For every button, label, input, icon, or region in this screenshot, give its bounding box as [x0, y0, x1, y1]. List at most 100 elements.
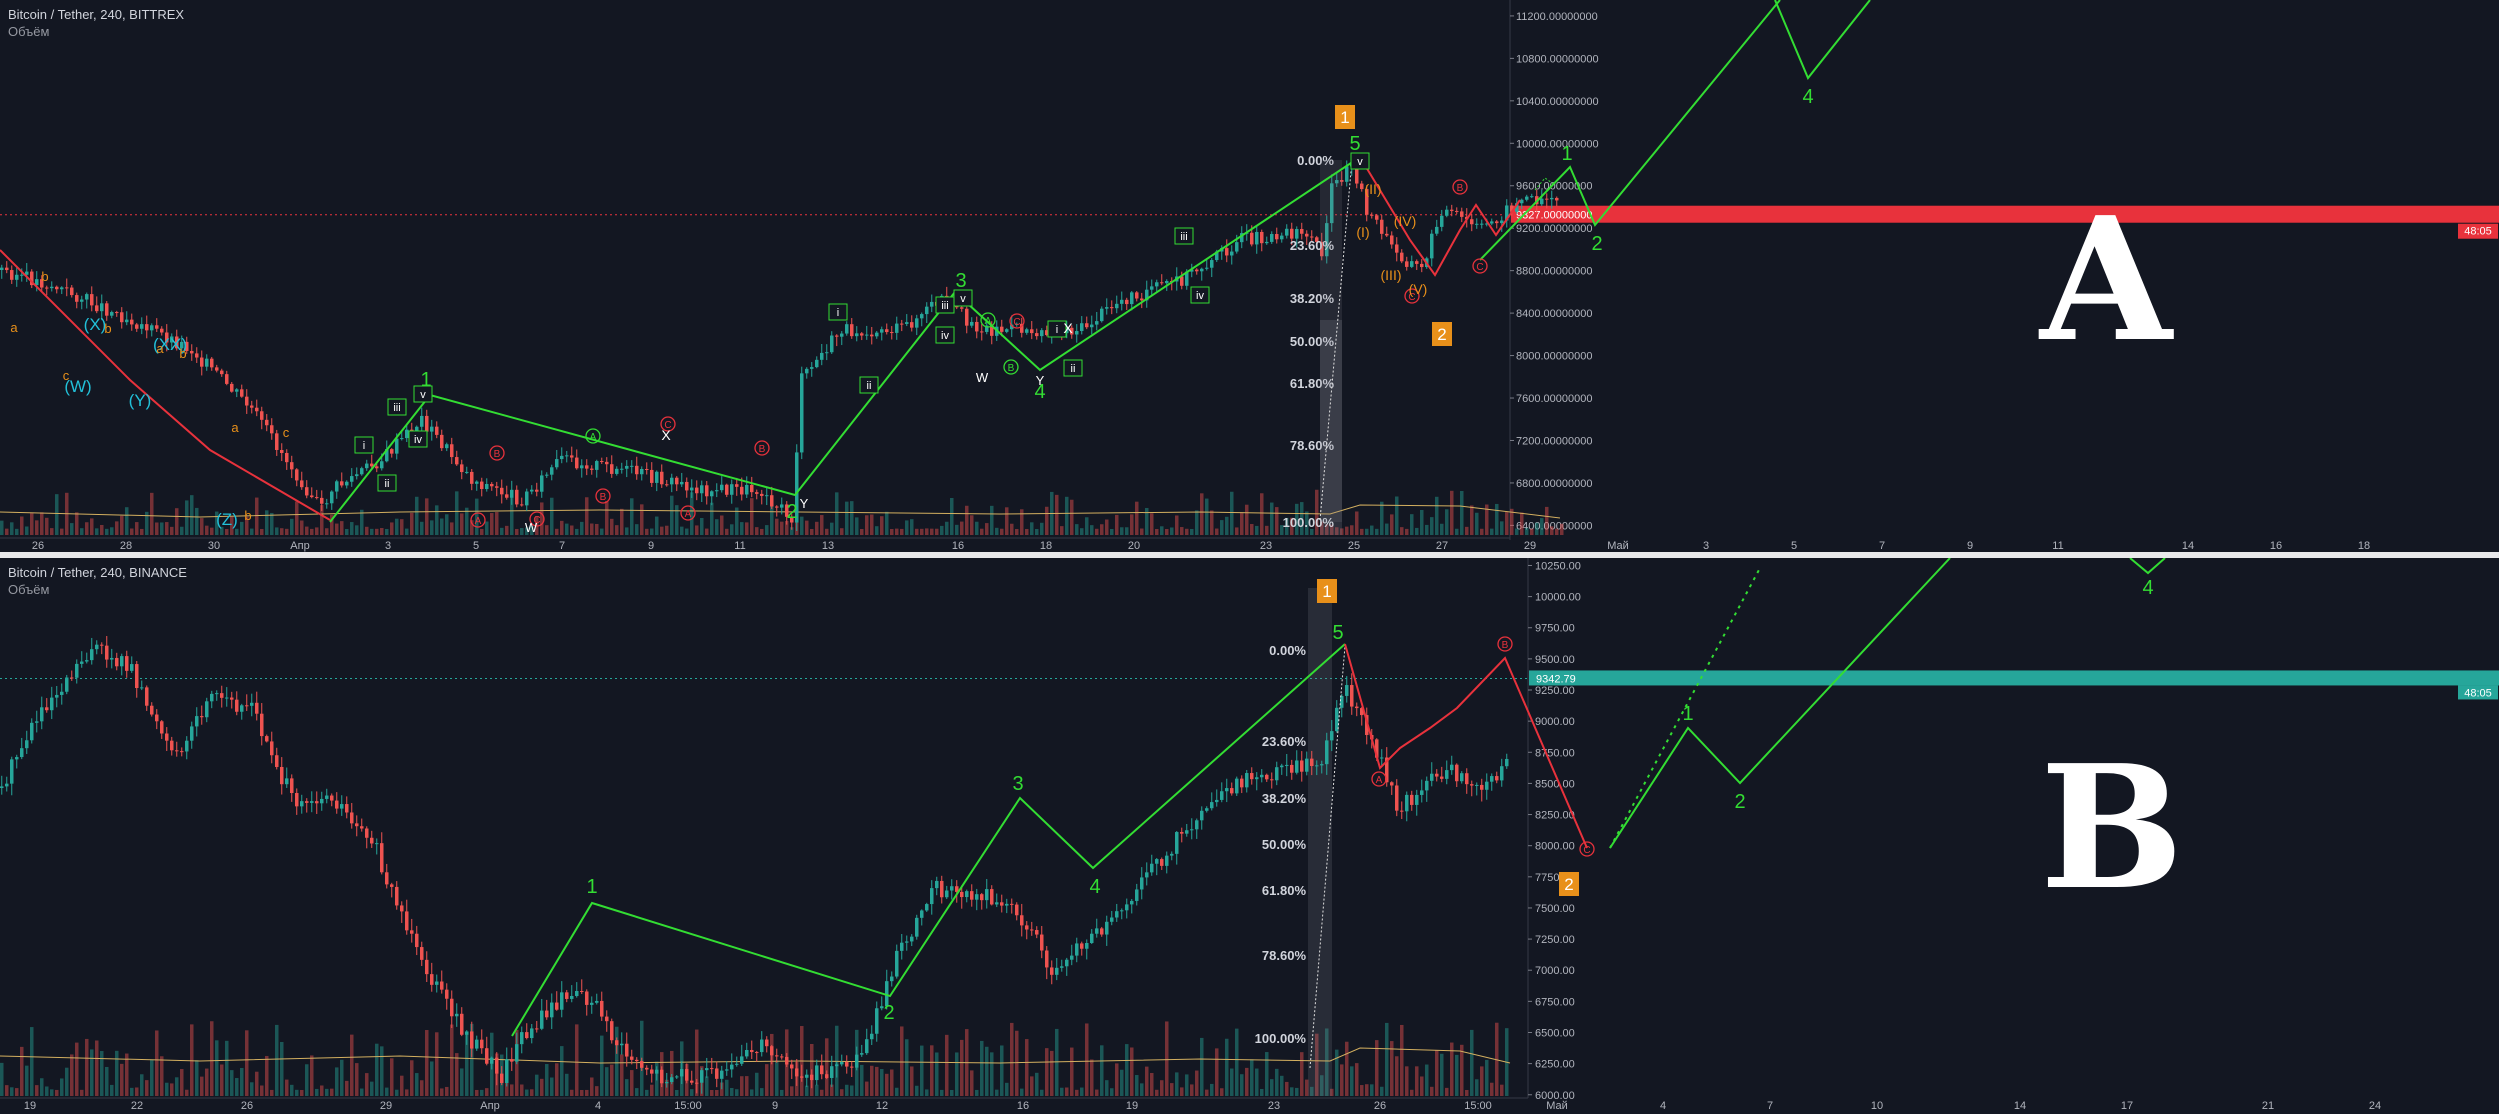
price-tick-label: 10400.00000000: [1516, 96, 1599, 108]
wxy-w-label: W: [976, 370, 989, 385]
candle-body: [860, 333, 864, 336]
candle-body: [35, 279, 39, 286]
circled-wave-label: B: [1457, 183, 1464, 194]
candle-body: [540, 1010, 544, 1029]
volume-bar: [730, 524, 734, 535]
subwave-label: iv: [1196, 290, 1204, 302]
volume-bar: [625, 1079, 629, 1096]
volume-bar: [1295, 1087, 1299, 1096]
volume-bar: [945, 521, 949, 535]
volume-bar: [1470, 1029, 1474, 1096]
volume-bar: [1475, 512, 1479, 535]
volume-bar: [1255, 1068, 1259, 1096]
candle-body: [1390, 235, 1394, 245]
volume-bar: [15, 1088, 19, 1096]
candle-body: [315, 801, 319, 804]
candle-body: [1395, 244, 1399, 253]
volume-ma-line: [0, 1047, 1511, 1064]
candle-body: [905, 322, 909, 324]
candle-body: [1420, 263, 1424, 268]
price-tick-label: 9000.00: [1535, 716, 1575, 728]
volume-bar: [45, 1086, 49, 1096]
candle-body: [775, 506, 779, 508]
volume-bar: [1250, 524, 1254, 535]
candle-body: [705, 1068, 709, 1071]
candle-body: [1055, 967, 1059, 975]
candle-body: [5, 783, 9, 787]
candle-body: [120, 312, 124, 323]
candle-body: [45, 287, 49, 289]
candle-body: [350, 476, 354, 482]
volume-bar: [780, 1089, 784, 1096]
volume-bar: [425, 498, 429, 535]
volume-bar: [375, 1043, 379, 1096]
volume-bar: [60, 528, 64, 535]
volume-bar: [940, 1089, 944, 1096]
volume-bar: [1190, 528, 1194, 535]
volume-bar: [185, 500, 189, 535]
candle-body: [665, 484, 669, 486]
volume-bar: [1370, 525, 1374, 535]
candle-body: [1350, 685, 1354, 707]
candle-body: [835, 335, 839, 337]
volume-bar: [690, 492, 694, 535]
volume-bar: [915, 1085, 919, 1096]
volume-bar: [1510, 508, 1514, 535]
candle-body: [410, 930, 414, 934]
volume-bar: [540, 1078, 544, 1096]
chart-pane-b[interactable]: 10250.00 10000.00 9750.00 9500.00 9250.00 900…: [0, 558, 2499, 1114]
volume-bar: [815, 1084, 819, 1096]
candle-body: [660, 471, 664, 485]
candle-body: [420, 415, 424, 427]
volume-bar: [765, 1064, 769, 1096]
fib-band: [1320, 160, 1342, 522]
volume-bar: [275, 1024, 279, 1096]
candle-body: [35, 721, 39, 723]
candle-body: [1175, 832, 1179, 854]
candle-body: [665, 1082, 669, 1084]
candle-body: [710, 1068, 714, 1070]
time-tick-label: 9: [648, 540, 654, 552]
volume-bar: [1430, 1086, 1434, 1096]
candle-body: [1025, 329, 1029, 333]
volume-bar: [115, 521, 119, 535]
circled-wave-label-ring: [470, 512, 486, 528]
candle-body: [1000, 902, 1004, 906]
subwave-label-box: [828, 303, 848, 321]
volume-bar: [75, 512, 79, 535]
candle-body: [915, 917, 919, 937]
time-tick-label: 17: [2121, 1100, 2133, 1112]
candle-body: [560, 455, 564, 460]
subwave-label-box: [413, 385, 433, 403]
circled-wave-label: A: [985, 316, 992, 327]
volume-bar: [455, 491, 459, 535]
chart-canvas-a[interactable]: 11200.00000000 10800.00000000 10400.000000…: [0, 0, 2499, 552]
candle-body: [455, 1013, 459, 1017]
volume-bar: [1165, 528, 1169, 535]
volume-bar: [1490, 528, 1494, 535]
volume-bar: [240, 521, 244, 535]
candle-body: [230, 697, 234, 700]
volume-bar: [600, 1035, 604, 1096]
candle-body: [365, 828, 369, 838]
volume-bar: [750, 1089, 754, 1096]
candle-body: [280, 449, 284, 453]
volume-bar: [95, 1040, 99, 1096]
volume-bar: [605, 1067, 609, 1096]
orange-wave-label: (I): [1356, 224, 1369, 240]
candle-body: [130, 319, 134, 325]
candle-body: [375, 843, 379, 845]
candle-body: [675, 1076, 679, 1078]
candle-body: [1370, 214, 1374, 216]
candle-body: [135, 324, 139, 329]
volume-bar: [1540, 518, 1544, 535]
candle-body: [250, 702, 254, 706]
chart-canvas-b[interactable]: 10250.00 10000.00 9750.00 9500.00 9250.00 900…: [0, 558, 2499, 1114]
candle-body: [210, 358, 214, 368]
volume-bar: [530, 526, 534, 535]
pane-divider[interactable]: [0, 552, 2499, 558]
chart-pane-a[interactable]: 11200.00000000 10800.00000000 10400.000000…: [0, 0, 2499, 552]
candle-body: [910, 936, 914, 942]
volume-bar: [995, 527, 999, 535]
candle-body: [695, 1082, 699, 1084]
